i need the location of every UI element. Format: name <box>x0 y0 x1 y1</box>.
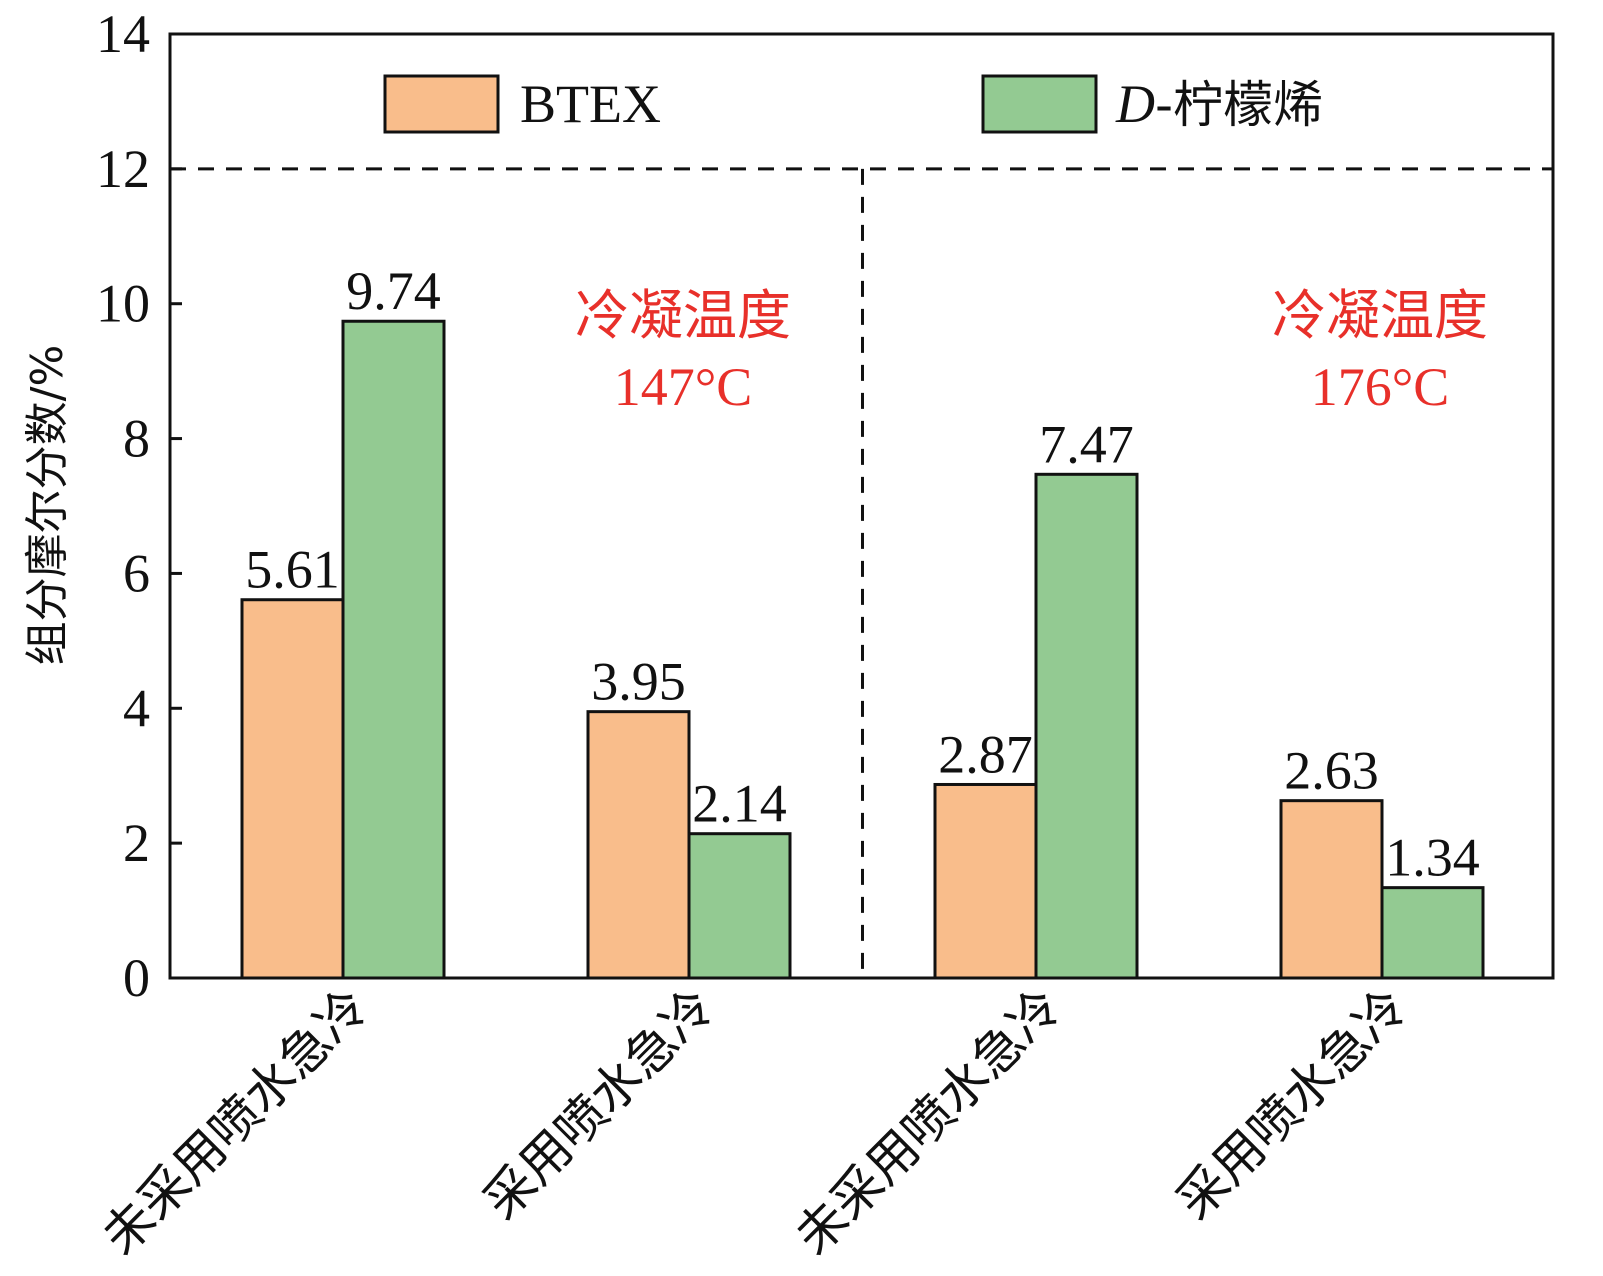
legend-label-limonene-rest: -柠檬烯 <box>1155 76 1323 134</box>
value-label-s1-c3: 1.34 <box>1385 828 1480 888</box>
value-label-s0-c2: 2.87 <box>938 724 1033 784</box>
legend-label-limonene: D-柠檬烯 <box>1115 74 1323 134</box>
value-label-s1-c2: 7.47 <box>1039 414 1134 474</box>
value-label-s1-c1: 2.14 <box>692 774 787 834</box>
bar-s1-c2 <box>1034 472 1139 980</box>
bar-s1-c1 <box>687 832 792 980</box>
value-label-s0-c3: 2.63 <box>1284 741 1379 801</box>
y-tick-label-4: 8 <box>123 409 150 469</box>
value-label-s0-c0: 5.61 <box>245 540 340 600</box>
annotation-right-line1: 冷凝温度 <box>1272 284 1488 347</box>
annotation-left-line1: 冷凝温度 <box>575 284 791 347</box>
legend-swatch-limonene <box>981 74 1098 134</box>
legend-swatch-btex <box>383 74 500 134</box>
bar-s0-c1 <box>586 710 691 980</box>
y-tick-label-1: 2 <box>123 813 150 873</box>
category-label-1: 采用喷水急冷 <box>472 977 725 1230</box>
y-tick-label-7: 14 <box>96 4 150 64</box>
value-labels: 5.61 3.95 2.87 2.63 9.74 2.14 7.47 1.34 <box>245 261 1480 887</box>
reference-lines <box>170 167 1553 978</box>
y-tick-label-6: 12 <box>96 139 150 199</box>
y-tick-label-0: 0 <box>123 948 150 1008</box>
bars <box>240 319 1485 980</box>
legend-label-limonene-italic: D <box>1115 74 1155 134</box>
bar-s0-c3 <box>1279 799 1384 980</box>
value-label-s1-c0: 9.74 <box>346 261 441 321</box>
annotation-right-line2: 176°C <box>1311 357 1450 417</box>
plot-frame <box>168 32 1555 980</box>
annotation-left: 冷凝温度 147°C <box>575 284 791 417</box>
annotation-right: 冷凝温度 176°C <box>1272 284 1488 417</box>
y-axis: 0 2 4 6 8 10 12 14 <box>96 4 182 1008</box>
bar-s0-c2 <box>933 782 1038 980</box>
bar-s1-c0 <box>341 319 446 980</box>
category-label-0: 未采用喷水急冷 <box>91 977 379 1265</box>
y-tick-label-2: 4 <box>123 678 150 738</box>
value-label-s0-c1: 3.95 <box>591 652 686 712</box>
category-label-3: 采用喷水急冷 <box>1165 977 1418 1230</box>
bar-s0-c0 <box>240 598 345 980</box>
annotation-left-line2: 147°C <box>614 357 753 417</box>
y-tick-label-5: 10 <box>96 274 150 334</box>
category-label-2: 未采用喷水急冷 <box>784 977 1072 1265</box>
y-axis-label: 组分摩尔分数/% <box>22 345 73 666</box>
bar-s1-c3 <box>1380 886 1485 980</box>
legend-label-btex: BTEX <box>520 74 661 134</box>
legend: BTEX D-柠檬烯 <box>383 74 1323 134</box>
y-tick-label-3: 6 <box>123 543 150 603</box>
x-axis: 未采用喷水急冷 采用喷水急冷 未采用喷水急冷 采用喷水急冷 <box>91 977 1418 1265</box>
